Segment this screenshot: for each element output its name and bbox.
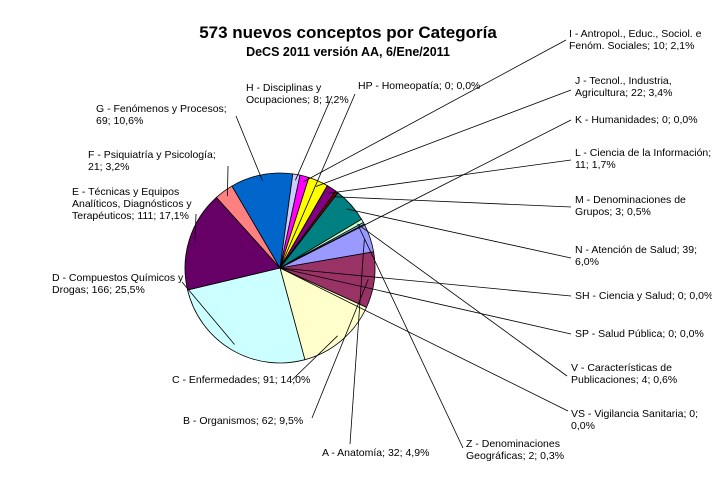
slice-label-hp: HP - Homeopatía; 0; 0,0% xyxy=(358,80,480,92)
slice-label-l: L - Ciencia de la Información; 11; 1,7% xyxy=(575,147,711,171)
slice-label-f: F - Psiquiatría y Psicología; 21; 3,2% xyxy=(88,149,216,173)
slice-label-b: B - Organismos; 62; 9,5% xyxy=(183,415,303,427)
leader-line-k xyxy=(279,119,572,269)
pie-slice-d xyxy=(187,267,306,364)
pie-slices xyxy=(184,172,376,364)
slice-label-k: K - Humanidades; 0; 0,0% xyxy=(575,114,698,126)
slice-label-sp: SP - Salud Pública; 0; 0,0% xyxy=(575,328,704,340)
slice-label-m: M - Denominaciones de Grupos; 3; 0,5% xyxy=(575,194,686,218)
leader-lines xyxy=(181,39,572,449)
leader-line-z xyxy=(358,225,464,449)
leader-line-vs xyxy=(279,267,569,412)
slice-label-j: J - Tecnol., Industria, Agricultura; 22; … xyxy=(575,75,672,99)
leader-line-a xyxy=(349,239,365,445)
slice-label-c: C - Enfermedades; 91; 14,0% xyxy=(172,374,310,386)
slice-label-a: A - Anatomía; 32; 4,9% xyxy=(322,447,429,459)
slice-label-h: H - Disciplinas y Ocupaciones; 8; 1,2% xyxy=(246,82,349,106)
slice-label-d: D - Compuestos Químicos y Drogas; 166; 25… xyxy=(52,272,184,296)
pie-slice-e xyxy=(184,196,281,291)
leader-line-b xyxy=(311,279,369,419)
leader-line-i xyxy=(302,39,567,183)
leader-line-sh xyxy=(279,267,572,297)
slice-label-e: E - Técnicas y Equipos Analíticos, Diagnó… xyxy=(72,186,192,222)
slice-label-g: G - Fenómenos y Procesos; 69; 10,6% xyxy=(96,103,227,127)
leader-line-n xyxy=(346,208,572,259)
slice-label-v: V - Características de Publicaciones; 4; … xyxy=(571,362,677,386)
slice-label-vs: VS - Vigilancia Sanitaria; 0; 0,0% xyxy=(571,408,698,432)
leader-line-h xyxy=(295,95,333,181)
leader-line-e xyxy=(194,213,197,242)
chart-title: 573 nuevos conceptos por Categoría xyxy=(199,23,497,42)
leader-line-m xyxy=(333,196,572,208)
leader-line-j xyxy=(315,89,572,187)
leader-line-hp xyxy=(279,93,356,269)
leader-line-l xyxy=(328,159,572,194)
leader-line-sp xyxy=(279,267,572,335)
leader-line-f xyxy=(227,165,229,197)
leader-line-v xyxy=(357,223,568,377)
leader-line-d xyxy=(181,281,235,345)
leader-line-c xyxy=(291,335,338,381)
chart-subtitle: DeCS 2011 versión AA, 6/Ene/2011 xyxy=(246,45,450,59)
leader-line-g xyxy=(235,115,263,181)
slice-label-sh: SH - Ciencia y Salud; 0; 0,0% xyxy=(575,290,712,302)
slice-label-n: N - Atención de Salud; 39; 6,0% xyxy=(575,244,697,268)
slice-labels: A - Anatomía; 32; 4,9% B - Organismos; 62… xyxy=(52,28,712,462)
slice-label-z: Z - Denominaciones Geográficas; 2; 0,3% xyxy=(466,438,564,462)
pie-slice-z xyxy=(279,221,365,269)
slice-label-i: I - Antropol., Educ., Sociol. e Fenóm. So… xyxy=(569,28,702,52)
